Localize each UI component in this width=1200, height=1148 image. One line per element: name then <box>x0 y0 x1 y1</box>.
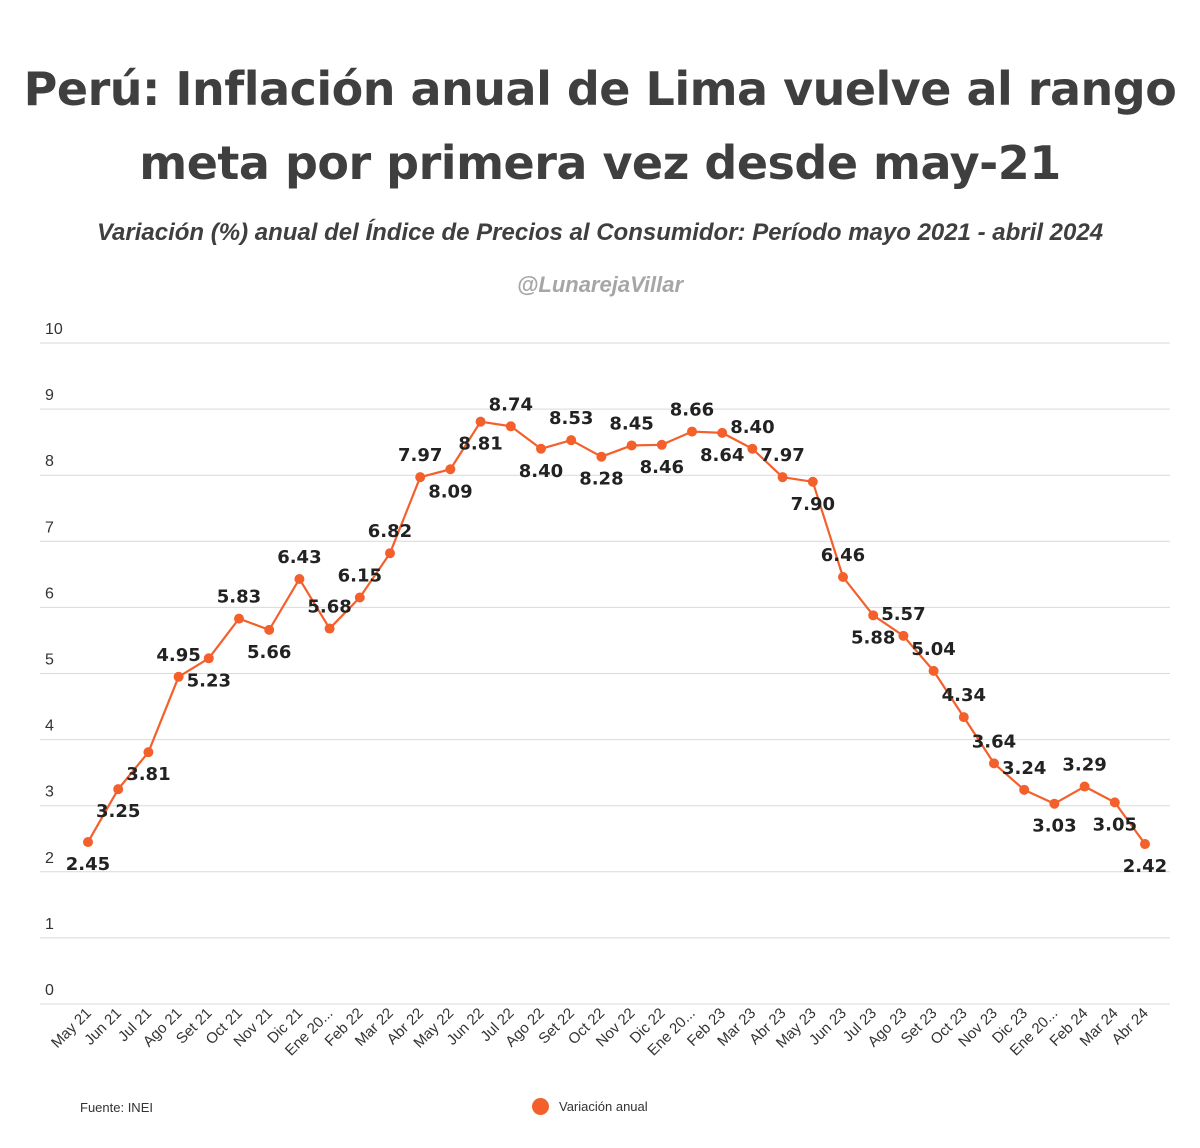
data-point <box>626 440 637 451</box>
y-tick-label: 6 <box>45 585 54 602</box>
y-tick-label: 4 <box>45 718 54 735</box>
y-tick-label: 1 <box>45 916 54 933</box>
data-label: 5.57 <box>881 604 925 625</box>
data-point <box>385 548 395 559</box>
data-label: 2.45 <box>66 854 110 875</box>
data-label: 8.45 <box>609 413 653 434</box>
y-tick-label: 5 <box>45 652 54 669</box>
data-label: 8.28 <box>579 469 623 490</box>
data-label: 3.29 <box>1062 755 1106 776</box>
data-point <box>656 439 667 450</box>
data-label: 5.68 <box>307 597 351 618</box>
chart-title-line1: Perú: Inflación anual de Lima vuelve al … <box>23 62 1177 116</box>
y-tick-label: 10 <box>45 321 63 338</box>
y-axis-ticks: 0 1 2 3 4 5 6 7 8 9 10 <box>45 321 63 999</box>
data-label: 6.43 <box>277 547 321 568</box>
data-point <box>807 476 818 487</box>
data-label: 5.04 <box>911 639 955 660</box>
data-label: 6.15 <box>338 565 382 586</box>
source-note: Fuente: INEI <box>80 1100 153 1115</box>
data-point <box>505 421 516 432</box>
series-line <box>87 420 1146 845</box>
data-label: 2.42 <box>1123 856 1167 877</box>
data-label: 6.82 <box>368 521 412 542</box>
data-label: 7.90 <box>791 494 835 515</box>
series-line-path <box>87 420 1146 845</box>
data-point <box>747 443 758 454</box>
data-label: 8.40 <box>519 461 563 482</box>
chart-title-line2: meta por primera vez desde may-21 <box>139 136 1061 190</box>
data-label: 7.97 <box>398 445 442 466</box>
data-label: 3.81 <box>126 764 170 785</box>
data-point <box>143 747 154 758</box>
legend: Variación anual <box>532 1098 648 1115</box>
data-point <box>1140 839 1150 850</box>
data-label: 3.24 <box>1002 758 1046 779</box>
y-tick-label: 2 <box>45 850 54 867</box>
data-point <box>989 758 999 769</box>
data-label: 7.97 <box>760 445 804 466</box>
data-point <box>83 837 93 848</box>
series-points <box>83 416 1150 850</box>
grid-lines <box>40 342 1170 1005</box>
data-point <box>264 624 275 635</box>
y-tick-label: 9 <box>45 387 54 404</box>
data-label: 3.05 <box>1093 814 1137 835</box>
data-point <box>294 573 305 584</box>
data-label: 8.81 <box>458 434 502 455</box>
data-label: 8.46 <box>640 457 684 478</box>
legend-label: Variación anual <box>559 1099 648 1114</box>
data-label: 8.09 <box>428 481 472 502</box>
data-point <box>1019 784 1030 795</box>
data-label: 3.64 <box>972 731 1016 752</box>
data-point <box>596 451 607 462</box>
data-point <box>324 623 335 634</box>
data-label: 8.66 <box>670 400 714 421</box>
data-point <box>717 427 728 438</box>
data-point <box>687 426 697 437</box>
data-point <box>928 665 939 676</box>
data-point <box>566 435 577 446</box>
legend-marker <box>532 1098 549 1115</box>
data-point <box>838 571 848 582</box>
data-label: 8.53 <box>549 408 593 429</box>
data-point <box>113 784 124 795</box>
data-label: 5.88 <box>851 627 895 648</box>
data-point <box>536 443 546 454</box>
data-label: 4.95 <box>156 645 200 666</box>
data-label: 5.23 <box>187 670 231 691</box>
data-point <box>354 592 365 603</box>
data-label: 3.25 <box>96 801 140 822</box>
data-point <box>1079 781 1090 792</box>
author-handle: @LunarejaVillar <box>516 272 684 297</box>
data-point <box>958 712 969 723</box>
y-tick-label: 7 <box>45 519 54 536</box>
data-label: 6.46 <box>821 545 865 566</box>
chart-subtitle: Variación (%) anual del Índice de Precio… <box>96 219 1104 246</box>
data-point <box>173 671 184 682</box>
data-point <box>1049 798 1060 809</box>
data-labels: 2.45 3.25 3.81 4.95 5.23 5.83 5.66 6.43 5.68 6.15… <box>66 394 1167 877</box>
data-point <box>1109 797 1120 808</box>
y-tick-label: 3 <box>45 784 54 801</box>
y-tick-label: 0 <box>45 982 54 999</box>
data-label: 8.40 <box>730 417 774 438</box>
data-point <box>868 610 879 621</box>
data-point <box>203 653 214 664</box>
data-point <box>234 613 244 624</box>
data-point <box>445 464 456 475</box>
data-label: 8.64 <box>700 445 744 466</box>
data-label: 8.74 <box>489 394 533 415</box>
data-point <box>415 472 426 483</box>
y-tick-label: 8 <box>45 453 54 470</box>
data-point <box>777 472 788 483</box>
data-label: 5.83 <box>217 587 261 608</box>
data-label: 3.03 <box>1032 816 1076 837</box>
data-point <box>475 416 486 427</box>
data-label: 5.66 <box>247 642 291 663</box>
data-label: 4.34 <box>942 685 986 706</box>
data-point <box>898 630 909 641</box>
